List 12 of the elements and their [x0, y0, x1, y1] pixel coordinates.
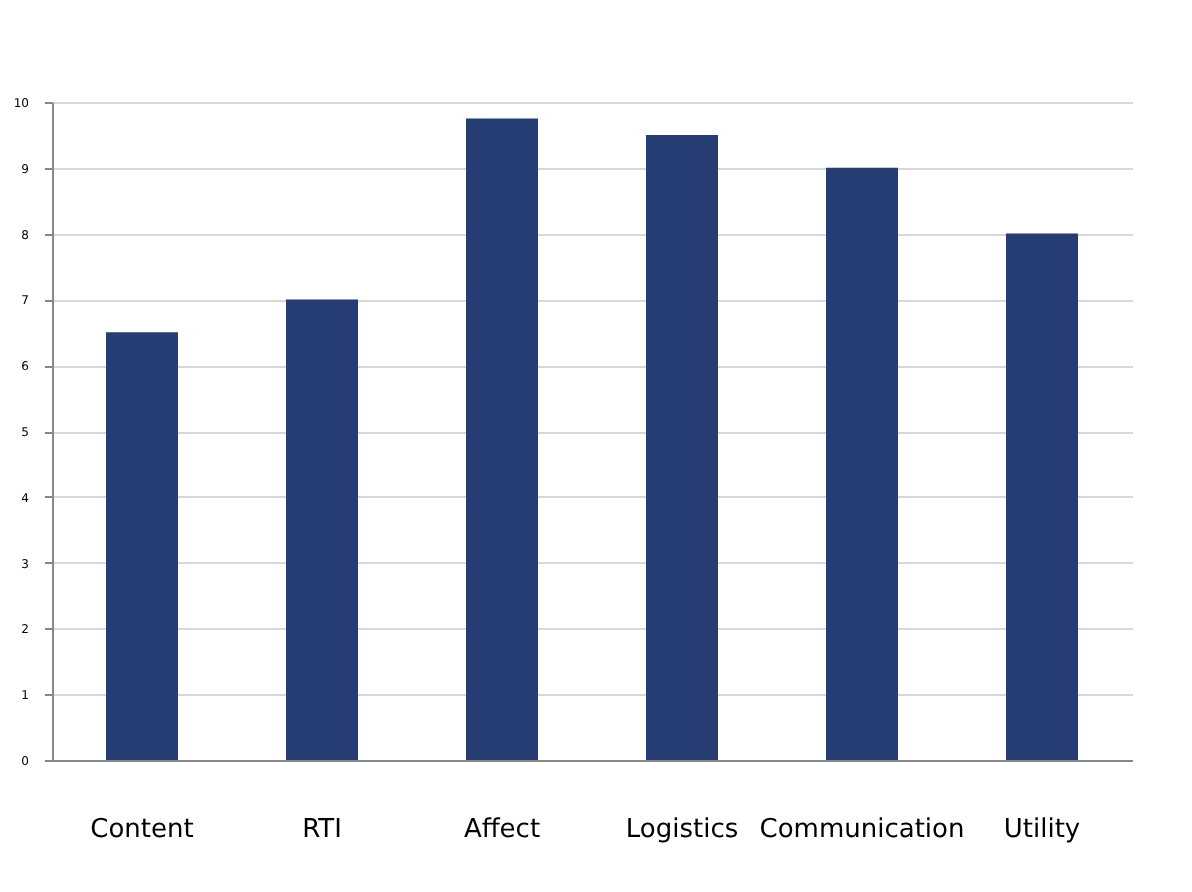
bar [466, 118, 538, 760]
bar [646, 134, 718, 760]
x-tick-label: RTI [302, 815, 342, 845]
bar [1006, 233, 1078, 760]
x-tick-label: Utility [1003, 815, 1081, 845]
x-tick-label: Affect [463, 815, 541, 845]
bar [106, 332, 178, 760]
x-tick-label: Communication [759, 815, 965, 845]
bar [826, 167, 898, 760]
bar [286, 299, 358, 760]
x-tick-label: Content [90, 815, 194, 845]
x-tick-label: Logistics [625, 815, 739, 845]
